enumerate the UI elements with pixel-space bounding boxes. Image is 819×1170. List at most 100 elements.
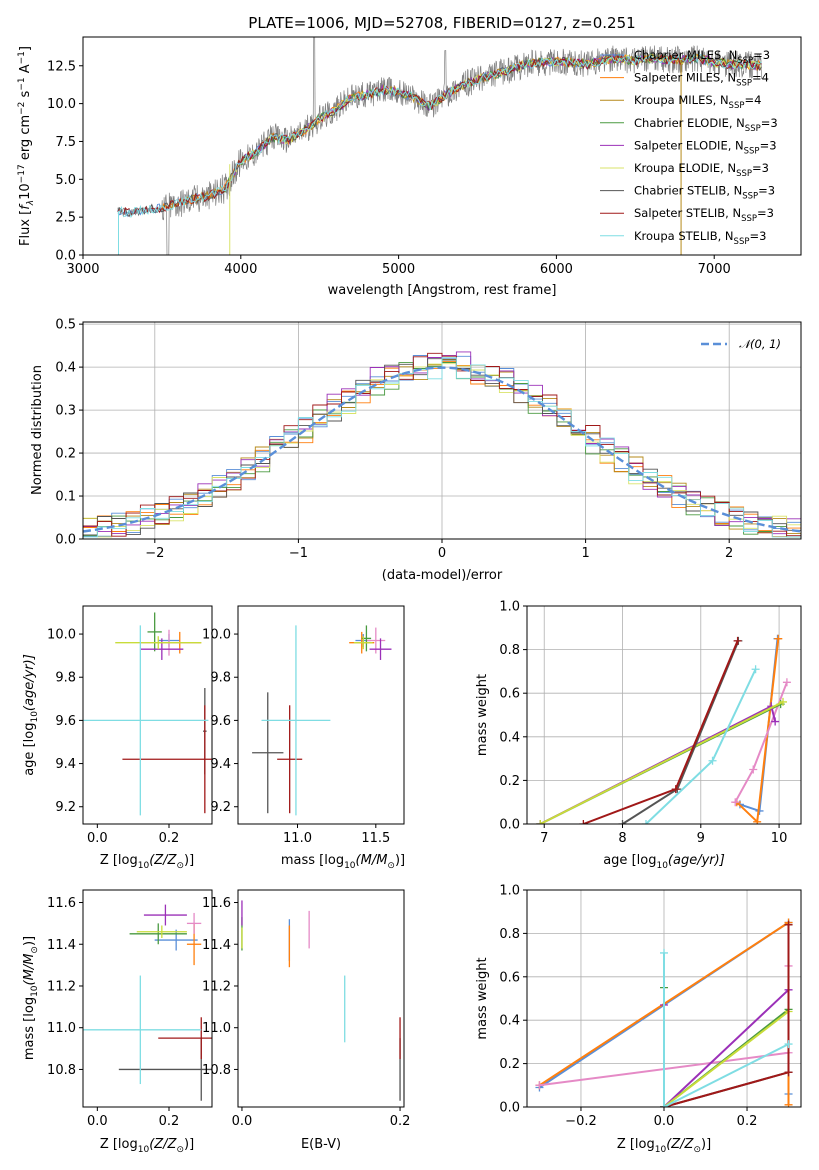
- x-tick-label: 11.0: [283, 831, 312, 846]
- x-tick-label: 2: [725, 546, 733, 561]
- mass_vs_Z-plot: [83, 904, 212, 1101]
- x-axis-label: Z [log10(Z/Z⊙)]: [100, 853, 194, 871]
- y-axis-label-part: λ: [26, 200, 36, 206]
- y-tick-label: 11.6: [47, 896, 76, 911]
- age_vs_mass-axes: 11.0 11.5 9.2 9.4 9.6 9.8 10.0: [202, 628, 390, 846]
- weight-point: [535, 1081, 544, 1090]
- y-tick-label: 0.8: [499, 927, 520, 942]
- weight-line: [539, 701, 784, 824]
- y-tick-label: 0.4: [55, 361, 76, 376]
- y-axis-label: mass [log10(M/M⊙)]: [22, 936, 40, 1060]
- legend-label: Kroupa ELODIE, NSSP=3: [634, 161, 769, 179]
- legend-label-part: Salpeter MILES, N: [634, 71, 736, 85]
- normal-curve: [83, 366, 801, 533]
- legend-label-part: Kroupa STELIB, N: [634, 229, 734, 243]
- x-tick-label: −2: [145, 546, 164, 561]
- legend-label: Kroupa MILES, NSSP=4: [634, 93, 761, 111]
- x-axis-label: mass [log10(M/M⊙)]: [281, 853, 405, 871]
- legend-label-part: SSP: [744, 146, 760, 156]
- weight-point: [774, 634, 783, 643]
- weight-line: [583, 640, 739, 824]
- y-axis-label-part: 10: [30, 985, 40, 997]
- spectrum-plot: [117, 37, 762, 255]
- legend-label-part: Salpeter STELIB, N: [634, 206, 741, 220]
- x-tick-label: 4000: [224, 262, 257, 277]
- x-axis-label: wavelength [Angstrom, rest frame]: [328, 283, 557, 298]
- y-axis-label-part: 10: [30, 711, 40, 723]
- y-tick-label: 0.6: [499, 970, 520, 985]
- y-axis-label: mass weight: [475, 674, 490, 756]
- x-axis-label-part: mass [log: [281, 853, 344, 868]
- weight_vs_Z-axes: −0.2 0.0 0.2 0.0 0.2 0.4 0.6 0.8 1.0: [499, 884, 801, 1129]
- legend-label-part: =3: [752, 161, 769, 175]
- y-tick-label: 11.2: [202, 979, 231, 994]
- y-axis-label-part: s: [18, 90, 33, 101]
- legend-label-part: =3: [753, 48, 770, 62]
- x-axis-label-part: (M/M: [356, 853, 388, 868]
- y-tick-label: 2.5: [55, 211, 76, 226]
- weight-point: [784, 1040, 793, 1049]
- y-tick-label: 9.8: [55, 671, 76, 686]
- legend-label-part: Salpeter ELODIE, N: [634, 138, 744, 152]
- y-axis-label-part: ]: [18, 46, 33, 51]
- legend-label-part: SSP: [736, 79, 752, 89]
- residuals-frame: [82, 321, 802, 540]
- y-tick-label: 9.4: [210, 757, 231, 772]
- x-tick-label: 9: [697, 831, 705, 846]
- weight-line: [736, 638, 780, 824]
- y-tick-label: 10.0: [202, 628, 231, 643]
- x-tick-label: 7: [540, 831, 548, 846]
- weight_vs_Z-plot: [535, 918, 793, 1107]
- y-tick-label: 11.4: [202, 938, 231, 953]
- x-axis-label-part: 10: [344, 861, 356, 871]
- y-tick-label: 0.0: [55, 533, 76, 548]
- x-tick-label: 0.2: [737, 1114, 758, 1129]
- y-tick-label: 10.0: [47, 97, 76, 112]
- weight-point: [784, 1068, 793, 1077]
- x-axis-label-part: ⊙: [176, 1145, 184, 1155]
- weight-point: [784, 1100, 793, 1107]
- legend-label: Kroupa STELIB, NSSP=3: [634, 229, 766, 247]
- weight-point: [733, 636, 742, 645]
- x-tick-label: 6000: [540, 262, 573, 277]
- x-axis-label-part: Z [log: [617, 1137, 655, 1152]
- y-axis-label-part: erg cm: [18, 115, 33, 164]
- legend-label: Salpeter STELIB, NSSP=3: [634, 206, 774, 224]
- y-tick-label: 7.5: [55, 135, 76, 150]
- y-axis-label-part: −17: [17, 164, 27, 183]
- weight-point: [778, 697, 787, 706]
- x-axis-label-part: (Z/Z: [666, 1137, 694, 1152]
- age_vs_Z-plot: [83, 612, 212, 816]
- y-tick-label: 0.0: [499, 818, 520, 833]
- x-tick-label: −0.2: [565, 1114, 597, 1129]
- y-tick-label: 0.5: [55, 318, 76, 333]
- y-tick-label: 1.0: [499, 600, 520, 615]
- y-axis-label: mass weight: [475, 957, 490, 1039]
- y-axis-label-part: ⊙: [30, 946, 40, 954]
- y-axis-label-part: A: [18, 64, 33, 77]
- legend-label-part: Chabrier STELIB, N: [634, 184, 742, 198]
- y-tick-label: 9.2: [55, 800, 76, 815]
- x-axis-label-part: ⊙: [176, 861, 184, 871]
- weight_vs_age-plot: [536, 634, 791, 824]
- y-tick-label: 9.2: [210, 800, 231, 815]
- x-axis-label-part: )]: [184, 1137, 194, 1152]
- spectrum-frame: [82, 36, 802, 256]
- y-tick-label: 11.0: [47, 1021, 76, 1036]
- y-tick-label: 0.4: [499, 730, 520, 745]
- y-tick-label: 0.2: [499, 1057, 520, 1072]
- y-axis-label-part: mass [log: [22, 997, 37, 1060]
- observed-spectrum: [117, 37, 762, 255]
- x-axis-label-part: (age/yr)]: [668, 853, 725, 868]
- y-tick-label: 0.1: [55, 490, 76, 505]
- chart-title: PLATE=1006, MJD=52708, FIBERID=0127, z=0…: [248, 14, 635, 32]
- age_vs_mass-plot: [252, 625, 392, 816]
- weight-line: [663, 952, 789, 1107]
- weight-point: [641, 820, 650, 824]
- legend-label-part: =3: [758, 184, 775, 198]
- y-tick-label: 5.0: [55, 173, 76, 188]
- x-axis-label-part: ⊙: [387, 861, 395, 871]
- y-tick-label: 12.5: [47, 59, 76, 74]
- histogram-salpeter-stelib: [83, 352, 801, 538]
